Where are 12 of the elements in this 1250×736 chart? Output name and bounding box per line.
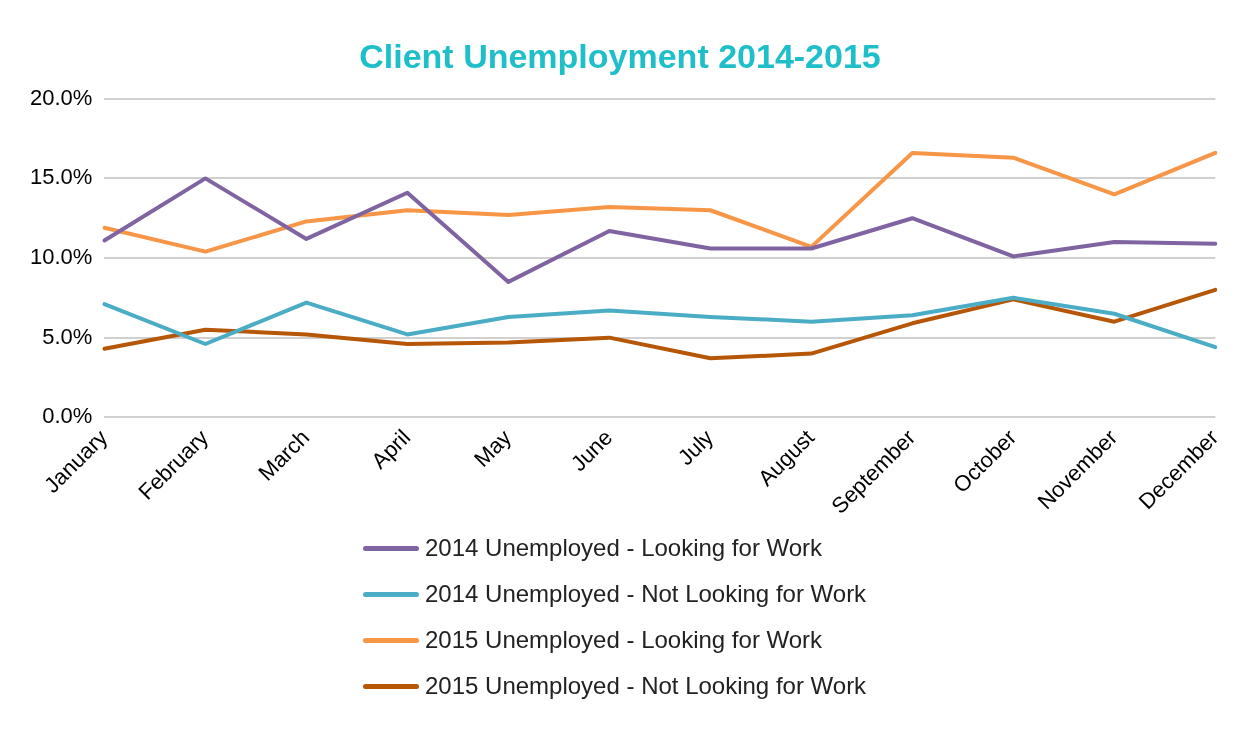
legend-label: 2014 Unemployed - Looking for Work <box>425 534 823 562</box>
legend-label: 2015 Unemployed - Not Looking for Work <box>425 672 867 700</box>
chart-title: Client Unemployment 2014-2015 <box>359 36 881 75</box>
x-tick-label: July <box>672 424 719 471</box>
y-tick-label: 20.0% <box>29 84 93 110</box>
y-tick-label: 0.0% <box>42 403 93 429</box>
legend-label: 2014 Unemployed - Not Looking for Work <box>425 580 867 608</box>
y-tick-label: 5.0% <box>42 323 93 349</box>
y-tick-label: 15.0% <box>29 164 93 190</box>
x-tick-label: May <box>469 424 517 472</box>
y-tick-label: 10.0% <box>29 244 93 270</box>
legend-label: 2015 Unemployed - Looking for Work <box>425 626 823 654</box>
